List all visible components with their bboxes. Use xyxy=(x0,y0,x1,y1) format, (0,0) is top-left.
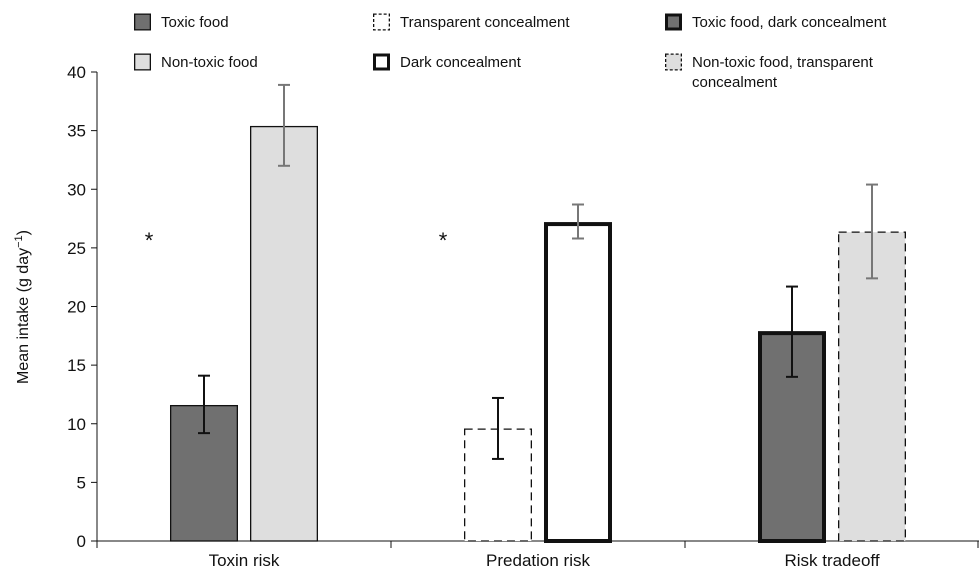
legend-label-toxic-food-dark-concealment: Toxic food, dark concealment xyxy=(692,14,887,31)
error-bars xyxy=(198,83,878,460)
y-axis-title: Mean intake (g day−1) xyxy=(13,230,32,384)
y-tick-label: 10 xyxy=(67,415,86,434)
legend-label-line: concealment xyxy=(692,74,778,91)
legend-label-non-toxic-food-transparent-concealment: Non-toxic food, transparent concealment xyxy=(692,54,874,91)
legend-label-toxic-food: Toxic food xyxy=(161,14,229,31)
y-axis-title-text: Mean intake (g day xyxy=(15,248,32,384)
legend-swatch-transparent-concealment xyxy=(372,13,390,31)
legend-label-line: Transparent concealment xyxy=(400,14,570,31)
y-tick-label: 0 xyxy=(77,532,86,551)
y-tick-label: 35 xyxy=(67,122,86,141)
bar-dark-concealment xyxy=(544,222,612,544)
significance-marker: * xyxy=(439,228,448,253)
legend-label-line: Non-toxic food, transparent xyxy=(692,54,874,71)
y-tick-label: 20 xyxy=(67,298,86,317)
y-tick-label: 15 xyxy=(67,356,86,375)
x-tick-label-toxin-risk: Toxin risk xyxy=(209,551,280,569)
legend-swatch-toxic-food-dark-concealment xyxy=(665,13,682,31)
x-tick-label-risk-tradeoff: Risk tradeoff xyxy=(784,551,879,569)
x-tick-label-predation-risk: Predation risk xyxy=(486,551,590,569)
legend-label-line: Toxic food xyxy=(161,14,229,31)
legend: Toxic food Transparent concealment Toxic f… xyxy=(133,13,887,91)
y-axis-title-close: ) xyxy=(15,230,32,235)
legend-swatch-non-toxic-food-transparent-concealment xyxy=(665,53,683,71)
significance-marker: * xyxy=(145,228,154,253)
y-tick-label: 40 xyxy=(67,63,86,82)
y-tick-label: 5 xyxy=(77,473,86,492)
y-tick-label: 25 xyxy=(67,239,86,258)
y-tick-label: 30 xyxy=(67,180,86,199)
legend-swatch-toxic-food xyxy=(133,13,151,31)
legend-label-non-toxic-food: Non-toxic food xyxy=(161,54,258,71)
bar-non-toxic-food xyxy=(249,125,318,542)
legend-label-line: Dark concealment xyxy=(400,54,522,71)
legend-label-line: Non-toxic food xyxy=(161,54,258,71)
legend-label-line: Toxic food, dark concealment xyxy=(692,14,887,31)
legend-swatch-dark-concealment xyxy=(373,53,390,71)
y-axis: 0 5 10 15 20 25 30 35 40 xyxy=(67,63,98,551)
y-axis-title-superscript: −1 xyxy=(13,235,25,248)
legend-swatch-non-toxic-food xyxy=(133,53,151,71)
bar-non-toxic-food-transparent-concealment xyxy=(838,231,907,542)
x-axis: Toxin risk Predation risk Risk tradeoff xyxy=(96,540,979,569)
legend-label-transparent-concealment: Transparent concealment xyxy=(400,14,570,31)
annotations: * * xyxy=(145,228,448,253)
legend-label-dark-concealment: Dark concealment xyxy=(400,54,522,71)
bars xyxy=(169,125,907,544)
